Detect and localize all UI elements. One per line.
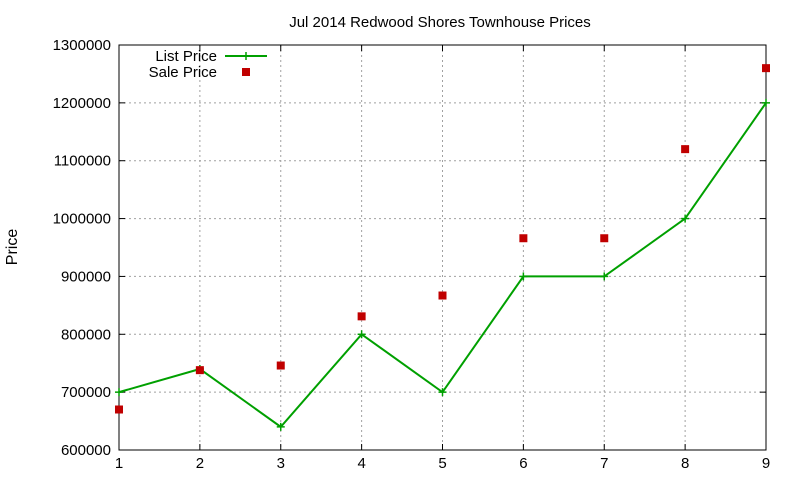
list-price-point bbox=[276, 422, 285, 431]
sale-price-point bbox=[276, 361, 285, 370]
y-tick-label: 1100000 bbox=[54, 153, 111, 170]
y-tick-label: 800000 bbox=[61, 326, 111, 343]
x-tick-label: 2 bbox=[196, 455, 204, 472]
y-tick-label: 1000000 bbox=[53, 211, 111, 228]
list-price-point bbox=[600, 272, 609, 281]
legend-label-list-price: List Price bbox=[155, 48, 217, 65]
sale-price-series bbox=[115, 64, 770, 414]
y-tick-label: 1300000 bbox=[53, 37, 111, 54]
list-price-point bbox=[681, 214, 690, 223]
sale-price-point bbox=[195, 366, 204, 375]
legend-item-sale-price: Sale Price bbox=[149, 64, 250, 81]
list-price-point bbox=[115, 388, 123, 397]
y-tick-label: 600000 bbox=[61, 442, 111, 459]
sale-price-point bbox=[115, 405, 123, 414]
y-tick-label: 1200000 bbox=[53, 95, 111, 112]
x-tick-label: 5 bbox=[438, 455, 446, 472]
sale-price-point bbox=[519, 234, 528, 243]
x-tick-label: 8 bbox=[681, 455, 689, 472]
x-tick-label: 1 bbox=[115, 455, 123, 472]
list-price-point bbox=[438, 388, 447, 397]
list-price-point bbox=[519, 272, 528, 281]
x-tick-label: 9 bbox=[762, 455, 770, 472]
y-axis-label: Price bbox=[4, 229, 21, 266]
axes: 1 2 3 4 5 6 7 8 9 600000 700000 800000 900000 1000000… bbox=[53, 37, 771, 472]
legend-label-sale-price: Sale Price bbox=[149, 64, 217, 81]
sale-price-point bbox=[357, 312, 366, 321]
x-tick-label: 7 bbox=[600, 455, 608, 472]
x-tick-label: 4 bbox=[357, 455, 365, 472]
legend-swatch-marker bbox=[242, 52, 250, 60]
sale-price-point bbox=[438, 291, 447, 300]
series-layer bbox=[115, 64, 770, 431]
chart-title: Jul 2014 Redwood Shores Townhouse Prices bbox=[289, 14, 591, 31]
y-tick-label: 700000 bbox=[61, 384, 111, 401]
sale-price-point bbox=[600, 234, 609, 243]
sale-price-point bbox=[762, 64, 770, 73]
list-price-point bbox=[762, 98, 770, 107]
sale-price-point bbox=[681, 145, 690, 154]
x-tick-label: 3 bbox=[277, 455, 285, 472]
y-tick-label: 900000 bbox=[61, 268, 111, 285]
legend-item-list-price: List Price bbox=[155, 48, 267, 65]
list-price-point bbox=[357, 330, 366, 339]
legend-swatch-marker bbox=[242, 68, 250, 76]
x-tick-label: 6 bbox=[519, 455, 527, 472]
